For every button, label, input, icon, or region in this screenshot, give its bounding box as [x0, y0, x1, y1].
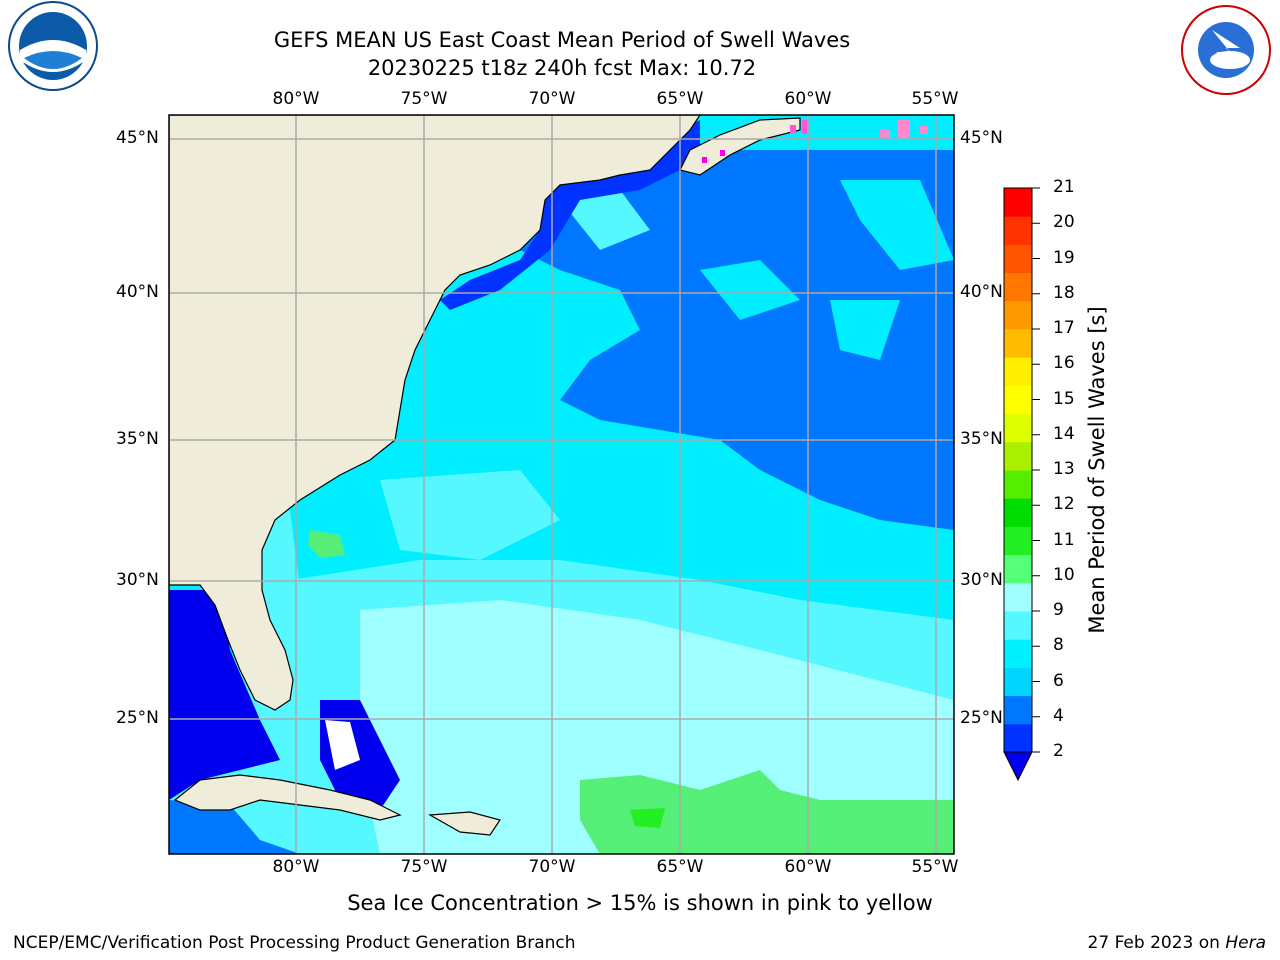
- period-8-9-band: [360, 600, 954, 854]
- colorbar-segment: [1004, 470, 1032, 499]
- lat-label-right-40n: 40°N: [960, 282, 1002, 302]
- colorbar-frame: [1003, 187, 1033, 753]
- lat-label-left-35n: 35°N: [116, 429, 159, 449]
- colorbar-tick-label: 14: [1053, 423, 1075, 444]
- map-frame: [168, 114, 955, 855]
- lon-label-bottom-65w: 65°W: [656, 857, 704, 877]
- colorbar-tick-label: 20: [1053, 212, 1075, 233]
- colorbar-tick-label: 12: [1053, 494, 1075, 515]
- nova-scotia: [679, 117, 801, 176]
- colorbar-segment: [1004, 554, 1032, 584]
- colorbar-tick-label: 11: [1053, 529, 1075, 550]
- colorbar-segment: [1004, 498, 1032, 527]
- lon-label-bottom-70w: 70°W: [528, 857, 576, 877]
- colorbar-tick-label: 2: [1053, 741, 1064, 761]
- lon-label-top-65w: 65°W: [656, 89, 704, 109]
- colorbar-segment: [1004, 639, 1032, 668]
- period-9-10-region: [580, 770, 954, 854]
- hispaniola: [427, 811, 501, 836]
- colorbar-segment: [1004, 385, 1032, 415]
- lat-label-right-35n: 35°N: [960, 429, 1002, 449]
- colorbar-extend-arrow: [1003, 751, 1033, 782]
- cuba: [173, 774, 402, 821]
- lon-label-bottom-60w: 60°W: [784, 857, 832, 877]
- swell-period-field: [169, 115, 954, 854]
- colorbar-segment: [1004, 188, 1032, 217]
- lat-label-left-40n: 40°N: [116, 282, 159, 302]
- period-6-8-patch: [560, 190, 650, 250]
- colorbar-tick-label: 10: [1053, 564, 1075, 585]
- lon-label-top-70w: 70°W: [528, 89, 576, 109]
- colorbar-segment: [1004, 329, 1032, 358]
- colorbar-segment: [1004, 413, 1032, 443]
- colorbar-tick-label: 21: [1053, 177, 1075, 197]
- period-6-8-patch-mid: [380, 470, 560, 560]
- colorbar-segment: [1004, 526, 1032, 556]
- lon-label-bottom-75w: 75°W: [400, 857, 448, 877]
- lon-label-top-75w: 75°W: [400, 89, 448, 109]
- lon-label-bottom-80w: 80°W: [272, 857, 320, 877]
- lon-label-top-55w: 55°W: [911, 89, 959, 109]
- bahamas-shallow: [325, 720, 360, 770]
- lat-label-right-25n: 25°N: [960, 708, 1002, 728]
- colorbar-segment: [1004, 244, 1032, 274]
- colorbar-tick-label: 4: [1053, 705, 1064, 726]
- colorbar-tick-label: 17: [1053, 318, 1075, 338]
- colorbar-tick-label: 15: [1053, 388, 1075, 409]
- lon-label-bottom-55w: 55°W: [911, 857, 959, 877]
- colorbar-segment: [1004, 272, 1032, 302]
- map-title-line1: GEFS MEAN US East Coast Mean Period of S…: [273, 28, 851, 52]
- lon-label-top-60w: 60°W: [784, 89, 832, 109]
- footer-host: Hera: [1225, 933, 1266, 953]
- period-4-6-patch: [700, 260, 800, 320]
- noaa-logo: [8, 1, 98, 91]
- period-4-6-patch-e: [830, 300, 900, 360]
- footer-producer: NCEP/EMC/Verification Post Processing Pr…: [13, 933, 576, 953]
- graticule: [169, 115, 954, 854]
- period-4-6-patch-ne: [840, 180, 954, 270]
- sea-ice-markers: [702, 120, 928, 163]
- colorbar-tick-label: 19: [1053, 247, 1075, 268]
- lat-label-right-30n: 30°N: [960, 570, 1002, 590]
- lat-label-left-25n: 25°N: [116, 708, 159, 728]
- caribbean-period-2-4: [169, 800, 300, 854]
- period-9-10-patch-nw: [308, 530, 345, 558]
- colorbar-segment: [1004, 357, 1032, 386]
- colorbar-segment: [1004, 216, 1032, 245]
- colorbar-segment: [1004, 723, 1032, 753]
- colorbar-title: Mean Period of Swell Waves [s]: [1085, 306, 1109, 634]
- colorbar-segment: [1004, 300, 1032, 330]
- colorbar-tick-label: 18: [1053, 282, 1075, 303]
- lat-label-right-45n: 45°N: [960, 128, 1003, 148]
- colorbar: [1004, 187, 1040, 753]
- lat-label-left-45n: 45°N: [116, 128, 159, 148]
- lat-label-left-30n: 30°N: [116, 570, 159, 590]
- colorbar-segment: [1004, 441, 1032, 471]
- colorbar-tick-label: 6: [1053, 670, 1064, 691]
- period-10-11-patch: [630, 808, 665, 828]
- sea-ice-note: Sea Ice Concentration > 15% is shown in …: [347, 891, 933, 915]
- map-title-line2: 20230225 t18z 240h fcst Max: 10.72: [367, 56, 757, 80]
- footer-date: 27 Feb 2023 on: [1087, 933, 1226, 953]
- footer-date-host: 27 Feb 2023 on Hera: [1088, 933, 1266, 953]
- nws-logo: [1181, 5, 1271, 95]
- lon-label-top-80w: 80°W: [272, 89, 320, 109]
- colorbar-segment: [1004, 582, 1032, 612]
- colorbar-tick-label: 8: [1053, 635, 1064, 656]
- colorbar-tick-label: 16: [1053, 353, 1075, 374]
- colorbar-tick-label: 13: [1053, 459, 1075, 479]
- period-2-4-region: [520, 150, 954, 530]
- colorbar-tick-label: 9: [1053, 600, 1064, 620]
- colorbar-segment: [1004, 667, 1032, 697]
- colorbar-segment: [1004, 695, 1032, 725]
- gulf-period-lt2: [169, 590, 280, 800]
- colorbar-segment: [1004, 611, 1032, 640]
